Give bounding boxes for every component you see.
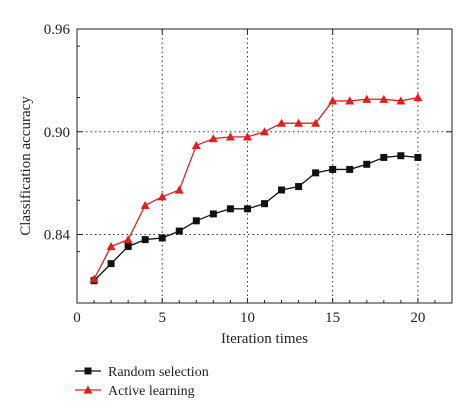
x-axis-label: Iteration times: [221, 331, 308, 347]
series-group: [89, 93, 423, 285]
data-point: [107, 260, 115, 268]
data-point: [157, 192, 167, 201]
x-tick-label: 20: [410, 310, 425, 326]
series-line: [93, 96, 419, 280]
grid-lines: [77, 28, 452, 303]
data-point: [192, 217, 200, 225]
y-tick-label: 0.96: [44, 22, 71, 38]
data-point: [413, 93, 423, 102]
x-tick-label: 15: [325, 310, 340, 326]
data-point: [140, 200, 150, 209]
data-point: [278, 186, 286, 194]
data-point: [208, 134, 218, 143]
series-line: [93, 155, 418, 282]
data-point: [158, 234, 166, 242]
x-tick-label: 5: [158, 310, 166, 326]
data-point: [191, 140, 201, 150]
data-point: [124, 242, 132, 250]
data-point: [294, 118, 304, 127]
x-tick-label: 0: [73, 310, 81, 326]
data-point: [328, 96, 338, 105]
data-point: [380, 153, 388, 161]
data-point: [312, 169, 320, 177]
data-point: [363, 160, 371, 168]
data-point: [329, 165, 337, 173]
data-point: [261, 200, 268, 208]
data-point: [174, 185, 184, 194]
y-axis-label: Classification accuracy: [18, 96, 34, 236]
data-point: [260, 127, 269, 136]
legend-item: Random selection: [75, 365, 209, 380]
legend-marker: [83, 385, 93, 394]
data-point: [226, 205, 234, 213]
data-point: [209, 210, 217, 218]
y-tick-label: 0.84: [44, 228, 71, 244]
data-point: [346, 165, 354, 173]
series-1: [89, 93, 423, 283]
series-0: [90, 152, 422, 285]
data-point: [362, 94, 372, 103]
data-point: [243, 205, 251, 213]
data-point: [295, 183, 303, 191]
data-point: [89, 274, 99, 283]
axis-ticks: 0 5 10 15 20 0.84 0.90 0.96: [44, 22, 452, 326]
data-point: [379, 94, 389, 103]
plot-frame: [76, 28, 453, 304]
data-point: [242, 132, 252, 141]
data-point: [225, 132, 235, 141]
y-tick-label: 0.90: [44, 125, 70, 141]
legend-item: Active learning: [75, 384, 195, 399]
data-point: [397, 152, 405, 160]
data-point: [106, 241, 116, 251]
legend-label: Random selection: [108, 365, 209, 380]
legend-marker: [84, 367, 92, 375]
legend-label: Active learning: [108, 384, 195, 399]
data-point: [141, 236, 149, 244]
data-point: [277, 118, 287, 127]
data-point: [396, 96, 406, 105]
data-point: [123, 235, 133, 244]
data-point: [175, 227, 183, 235]
data-point: [311, 118, 321, 127]
x-tick-label: 10: [240, 310, 255, 326]
data-point: [414, 153, 422, 161]
data-point: [345, 96, 355, 105]
legend: Random selection Active learning: [75, 365, 209, 399]
